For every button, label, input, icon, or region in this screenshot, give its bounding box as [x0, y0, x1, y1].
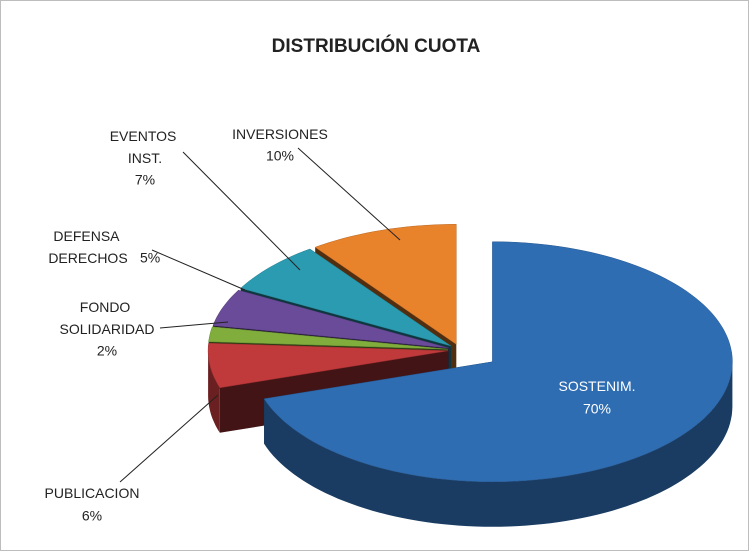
slice-top	[212, 289, 449, 349]
slice-top	[314, 224, 457, 345]
leader-line	[297, 147, 401, 241]
leader-line	[159, 321, 229, 329]
slice-label: INVERSIONES	[232, 126, 328, 142]
slice-value-label: 70%	[583, 401, 611, 417]
slice-wall	[208, 350, 220, 433]
slice-label: FONDO SOLIDARIDAD	[60, 299, 155, 337]
slice-value-label: 6%	[82, 508, 102, 524]
leader-line	[119, 394, 219, 483]
slice-value-label: 10%	[266, 148, 294, 164]
slice-top	[240, 248, 452, 347]
chart-title: DISTRIBUCIÓN CUOTA	[272, 35, 481, 57]
slice-top	[263, 241, 733, 483]
slice-value-label: 7%	[135, 172, 155, 188]
leader-line	[182, 151, 301, 271]
slice	[263, 241, 733, 527]
slice-label: SOSTENIM.	[558, 378, 635, 394]
slice-wall	[264, 361, 733, 527]
slice-value-label: 2%	[97, 343, 117, 359]
slice-value-label: 5%	[140, 250, 160, 266]
slice-label: PUBLICACION	[45, 485, 140, 501]
slice-label: DEFENSA DERECHOS	[48, 228, 127, 266]
leader-line	[151, 249, 246, 291]
slice-top	[207, 342, 449, 389]
slice-top	[208, 326, 449, 350]
slice-label: EVENTOS INST.	[110, 128, 181, 166]
